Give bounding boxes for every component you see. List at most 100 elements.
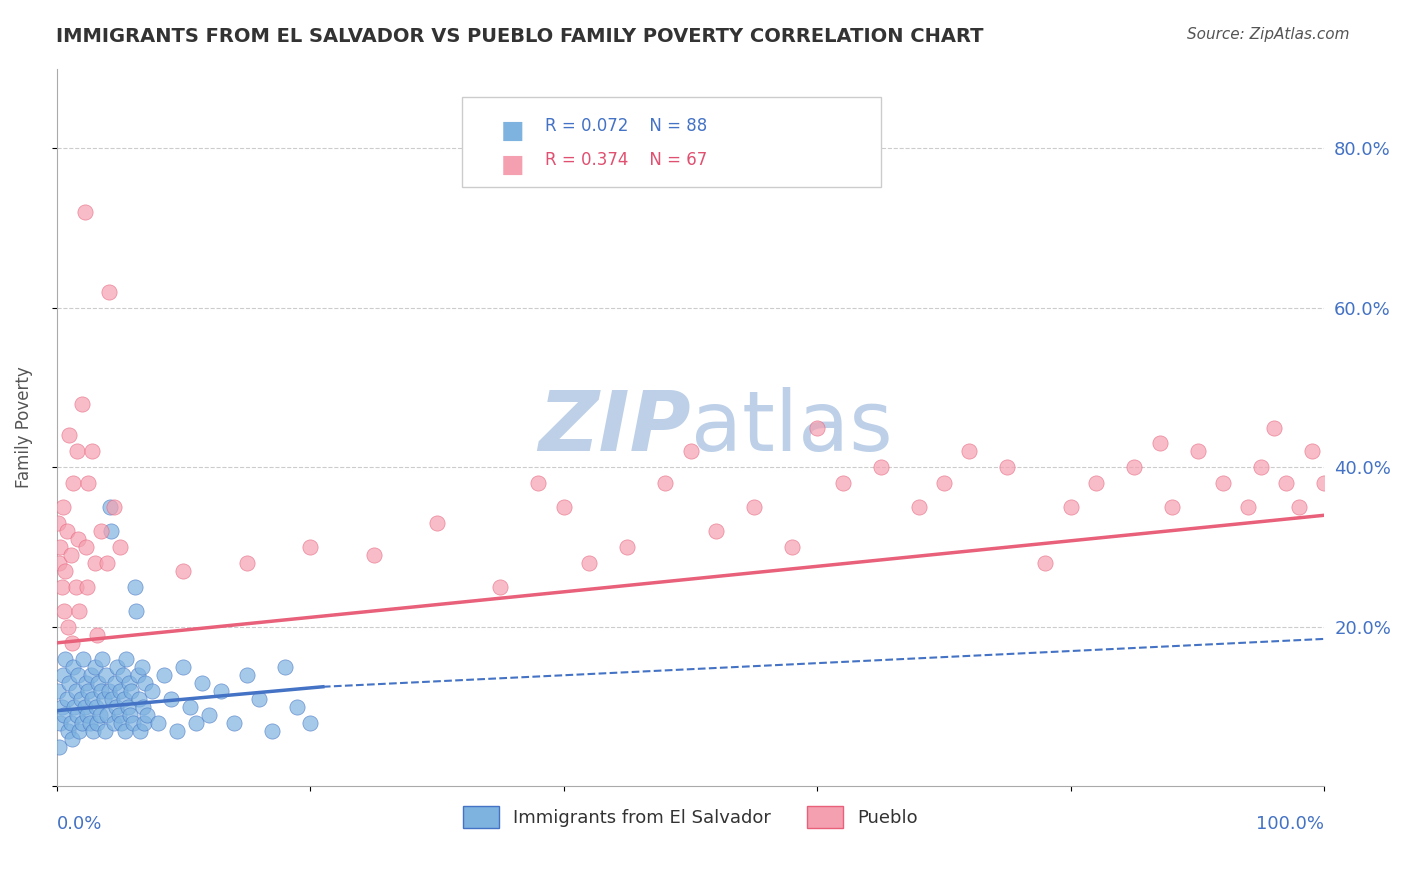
Point xyxy=(159,691,181,706)
Point xyxy=(578,556,600,570)
Point xyxy=(249,691,271,706)
Point xyxy=(70,396,93,410)
Point xyxy=(146,715,169,730)
Legend: Immigrants from El Salvador, Pueblo: Immigrants from El Salvador, Pueblo xyxy=(456,798,925,835)
Point xyxy=(70,715,93,730)
Point xyxy=(94,667,117,681)
Point xyxy=(112,691,135,706)
Point xyxy=(66,444,89,458)
Point xyxy=(166,723,188,738)
Point xyxy=(83,660,105,674)
Text: 100.0%: 100.0% xyxy=(1257,815,1324,833)
Point xyxy=(56,620,79,634)
Point xyxy=(1060,500,1083,515)
Point xyxy=(172,660,194,674)
Point xyxy=(67,532,90,546)
Point xyxy=(1250,460,1272,475)
Point xyxy=(1275,476,1298,491)
Point xyxy=(55,564,77,578)
Text: IMMIGRANTS FROM EL SALVADOR VS PUEBLO FAMILY POVERTY CORRELATION CHART: IMMIGRANTS FROM EL SALVADOR VS PUEBLO FA… xyxy=(56,27,984,45)
Point xyxy=(79,715,101,730)
Point xyxy=(52,667,75,681)
Point xyxy=(1161,500,1184,515)
Point xyxy=(100,524,122,539)
Point xyxy=(426,516,449,531)
Point xyxy=(82,691,104,706)
Point xyxy=(98,500,121,515)
Point xyxy=(76,707,98,722)
Point xyxy=(76,580,98,594)
Point xyxy=(89,707,111,722)
Point xyxy=(134,675,156,690)
Point xyxy=(66,707,89,722)
Point xyxy=(67,723,90,738)
Point xyxy=(73,205,96,219)
Text: Source: ZipAtlas.com: Source: ZipAtlas.com xyxy=(1187,27,1350,42)
Point xyxy=(60,731,83,746)
Point xyxy=(121,715,143,730)
Point xyxy=(75,540,97,554)
Point xyxy=(82,444,104,458)
Point xyxy=(48,739,70,754)
Y-axis label: Family Poverty: Family Poverty xyxy=(15,367,32,489)
Point xyxy=(62,660,84,674)
Point xyxy=(179,699,201,714)
Point xyxy=(932,476,955,491)
Point xyxy=(49,540,72,554)
Text: 0.0%: 0.0% xyxy=(56,815,103,833)
Point xyxy=(49,715,72,730)
Point xyxy=(103,500,125,515)
Point xyxy=(616,540,638,554)
Point xyxy=(53,707,76,722)
Point xyxy=(1149,436,1171,450)
Point xyxy=(77,683,100,698)
Point xyxy=(117,699,139,714)
Point xyxy=(1085,476,1108,491)
Point xyxy=(997,460,1019,475)
Point xyxy=(128,691,150,706)
Point xyxy=(51,699,73,714)
Point xyxy=(191,675,214,690)
Point xyxy=(111,667,134,681)
Point xyxy=(236,556,259,570)
Text: R = 0.374    N = 67: R = 0.374 N = 67 xyxy=(544,151,707,169)
Text: ZIP: ZIP xyxy=(538,387,690,468)
Point xyxy=(1212,476,1234,491)
Point xyxy=(869,460,891,475)
Point xyxy=(96,707,118,722)
Point xyxy=(131,660,153,674)
Point xyxy=(124,580,146,594)
Point xyxy=(52,500,75,515)
Point xyxy=(58,675,80,690)
Point xyxy=(60,636,83,650)
Point xyxy=(104,675,127,690)
Point xyxy=(107,660,129,674)
Point xyxy=(125,604,148,618)
Point xyxy=(97,683,120,698)
Point xyxy=(46,683,69,698)
Point xyxy=(105,699,128,714)
Point xyxy=(780,540,803,554)
Point xyxy=(1035,556,1057,570)
Point xyxy=(553,500,575,515)
Point xyxy=(96,556,118,570)
Point xyxy=(135,707,157,722)
Point xyxy=(299,540,322,554)
Point xyxy=(132,715,155,730)
Point xyxy=(55,691,77,706)
Point xyxy=(209,683,232,698)
Point xyxy=(287,699,309,714)
Point xyxy=(59,548,82,562)
Point xyxy=(184,715,207,730)
Point xyxy=(197,707,219,722)
Point xyxy=(1237,500,1260,515)
Point xyxy=(65,683,87,698)
Point xyxy=(110,715,132,730)
Point xyxy=(108,683,131,698)
Point xyxy=(90,524,112,539)
Point xyxy=(114,723,136,738)
Point xyxy=(77,476,100,491)
Point xyxy=(107,707,129,722)
Point xyxy=(172,564,194,578)
Point xyxy=(127,667,149,681)
